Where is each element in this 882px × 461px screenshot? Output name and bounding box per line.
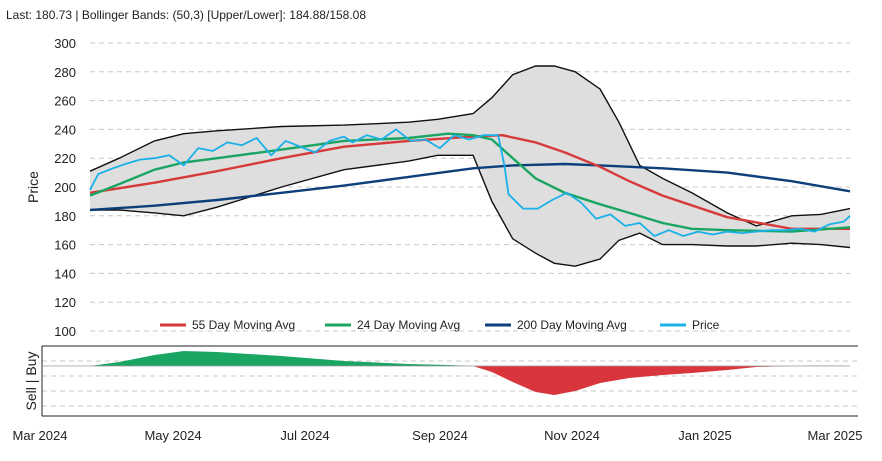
chart-header: Last: 180.73 | Bollinger Bands: (50,3) [… <box>6 8 367 22</box>
y-axis-label: Price <box>25 171 41 203</box>
bollinger-band-fill <box>90 66 850 267</box>
legend-label: Price <box>692 318 720 332</box>
y-tick-label: 120 <box>54 295 76 310</box>
x-tick-label: May 2024 <box>144 428 201 443</box>
signal-label: Sell | Buy <box>23 352 39 411</box>
legend-item-55-day-moving-avg: 55 Day Moving Avg <box>160 318 295 332</box>
legend-label: 55 Day Moving Avg <box>192 318 295 332</box>
y-tick-label: 100 <box>54 324 76 339</box>
x-tick-label: Jul 2024 <box>280 428 329 443</box>
legend-item-price: Price <box>660 318 720 332</box>
legend-label: 200 Day Moving Avg <box>517 318 627 332</box>
y-tick-label: 140 <box>54 266 76 281</box>
bollinger-upper-line <box>89 65 851 227</box>
y-tick-label: 220 <box>54 151 76 166</box>
series-line-200-day-moving-avg <box>89 162 851 212</box>
y-tick-label: 160 <box>54 238 76 253</box>
x-tick-label: Nov 2024 <box>544 428 600 443</box>
x-tick-label: Mar 2024 <box>13 428 68 443</box>
series-line-price <box>89 128 851 237</box>
y-tick-label: 240 <box>54 122 76 137</box>
signal-buy-area <box>90 351 850 366</box>
y-tick-label: 200 <box>54 180 76 195</box>
signal-sell-area <box>90 366 850 395</box>
y-tick-label: 280 <box>54 65 76 80</box>
series-line-55-day-moving-avg <box>89 133 850 231</box>
legend-item-24-day-moving-avg: 24 Day Moving Avg <box>325 318 460 332</box>
series-line-24-day-moving-avg <box>89 132 851 233</box>
legend-item-200-day-moving-avg: 200 Day Moving Avg <box>485 318 627 332</box>
x-tick-label: Sep 2024 <box>412 428 468 443</box>
x-tick-label: Jan 2025 <box>678 428 732 443</box>
bollinger-lower-line <box>90 154 851 267</box>
y-tick-label: 260 <box>54 94 76 109</box>
y-tick-label: 180 <box>54 209 76 224</box>
legend-label: 24 Day Moving Avg <box>357 318 460 332</box>
x-tick-label: Mar 2025 <box>808 428 863 443</box>
y-tick-label: 300 <box>54 36 76 51</box>
